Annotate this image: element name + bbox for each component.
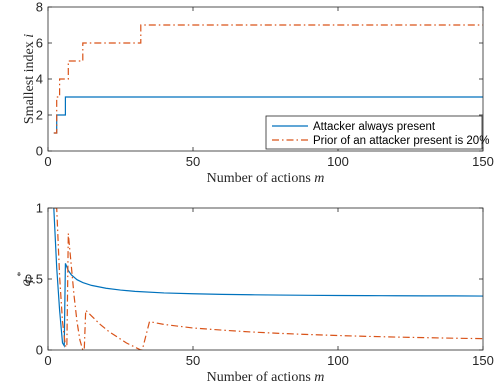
y-axis-label: qi*	[16, 272, 36, 287]
legend-label-2: Prior of an attacker present is 20%	[313, 135, 489, 147]
x-axis-label: Number of actions m	[207, 171, 325, 186]
bottom-plot: 0 50 100 150 0 0.5 1 Number of actions m qi*	[16, 201, 494, 386]
y-tick-label: 2	[36, 108, 43, 123]
x-axis-label: Number of actions m	[207, 370, 325, 385]
series-line-2	[53, 208, 483, 350]
y-tick-label: 8	[36, 0, 43, 15]
y-tick-label: 0	[36, 144, 43, 159]
y-tick-label: 0	[36, 343, 43, 358]
x-tick-label: 150	[472, 353, 494, 368]
legend	[265, 115, 483, 150]
y-tick-label: 1	[36, 201, 43, 216]
x-tick-label: 100	[327, 154, 349, 169]
y-tick-label: 4	[36, 72, 43, 87]
x-tick-label: 50	[186, 353, 200, 368]
y-tick-label: 6	[36, 36, 43, 51]
x-tick-label: 50	[186, 154, 200, 169]
series-line-2	[53, 24, 483, 134]
x-tick-label: 0	[44, 353, 51, 368]
legend-label-1: Attacker always present	[313, 121, 436, 133]
y-tick-label: 0.5	[25, 272, 43, 287]
top-plot: 0 50 100 150 0 2 4 6 8 Number of actions m Smalles…	[22, 0, 494, 186]
x-tick-label: 150	[472, 154, 494, 169]
y-axis-label: Smallest index i	[22, 34, 37, 124]
plot-area	[48, 208, 483, 350]
series-line-1	[53, 208, 483, 348]
x-tick-label: 100	[327, 353, 349, 368]
x-tick-label: 0	[44, 154, 51, 169]
